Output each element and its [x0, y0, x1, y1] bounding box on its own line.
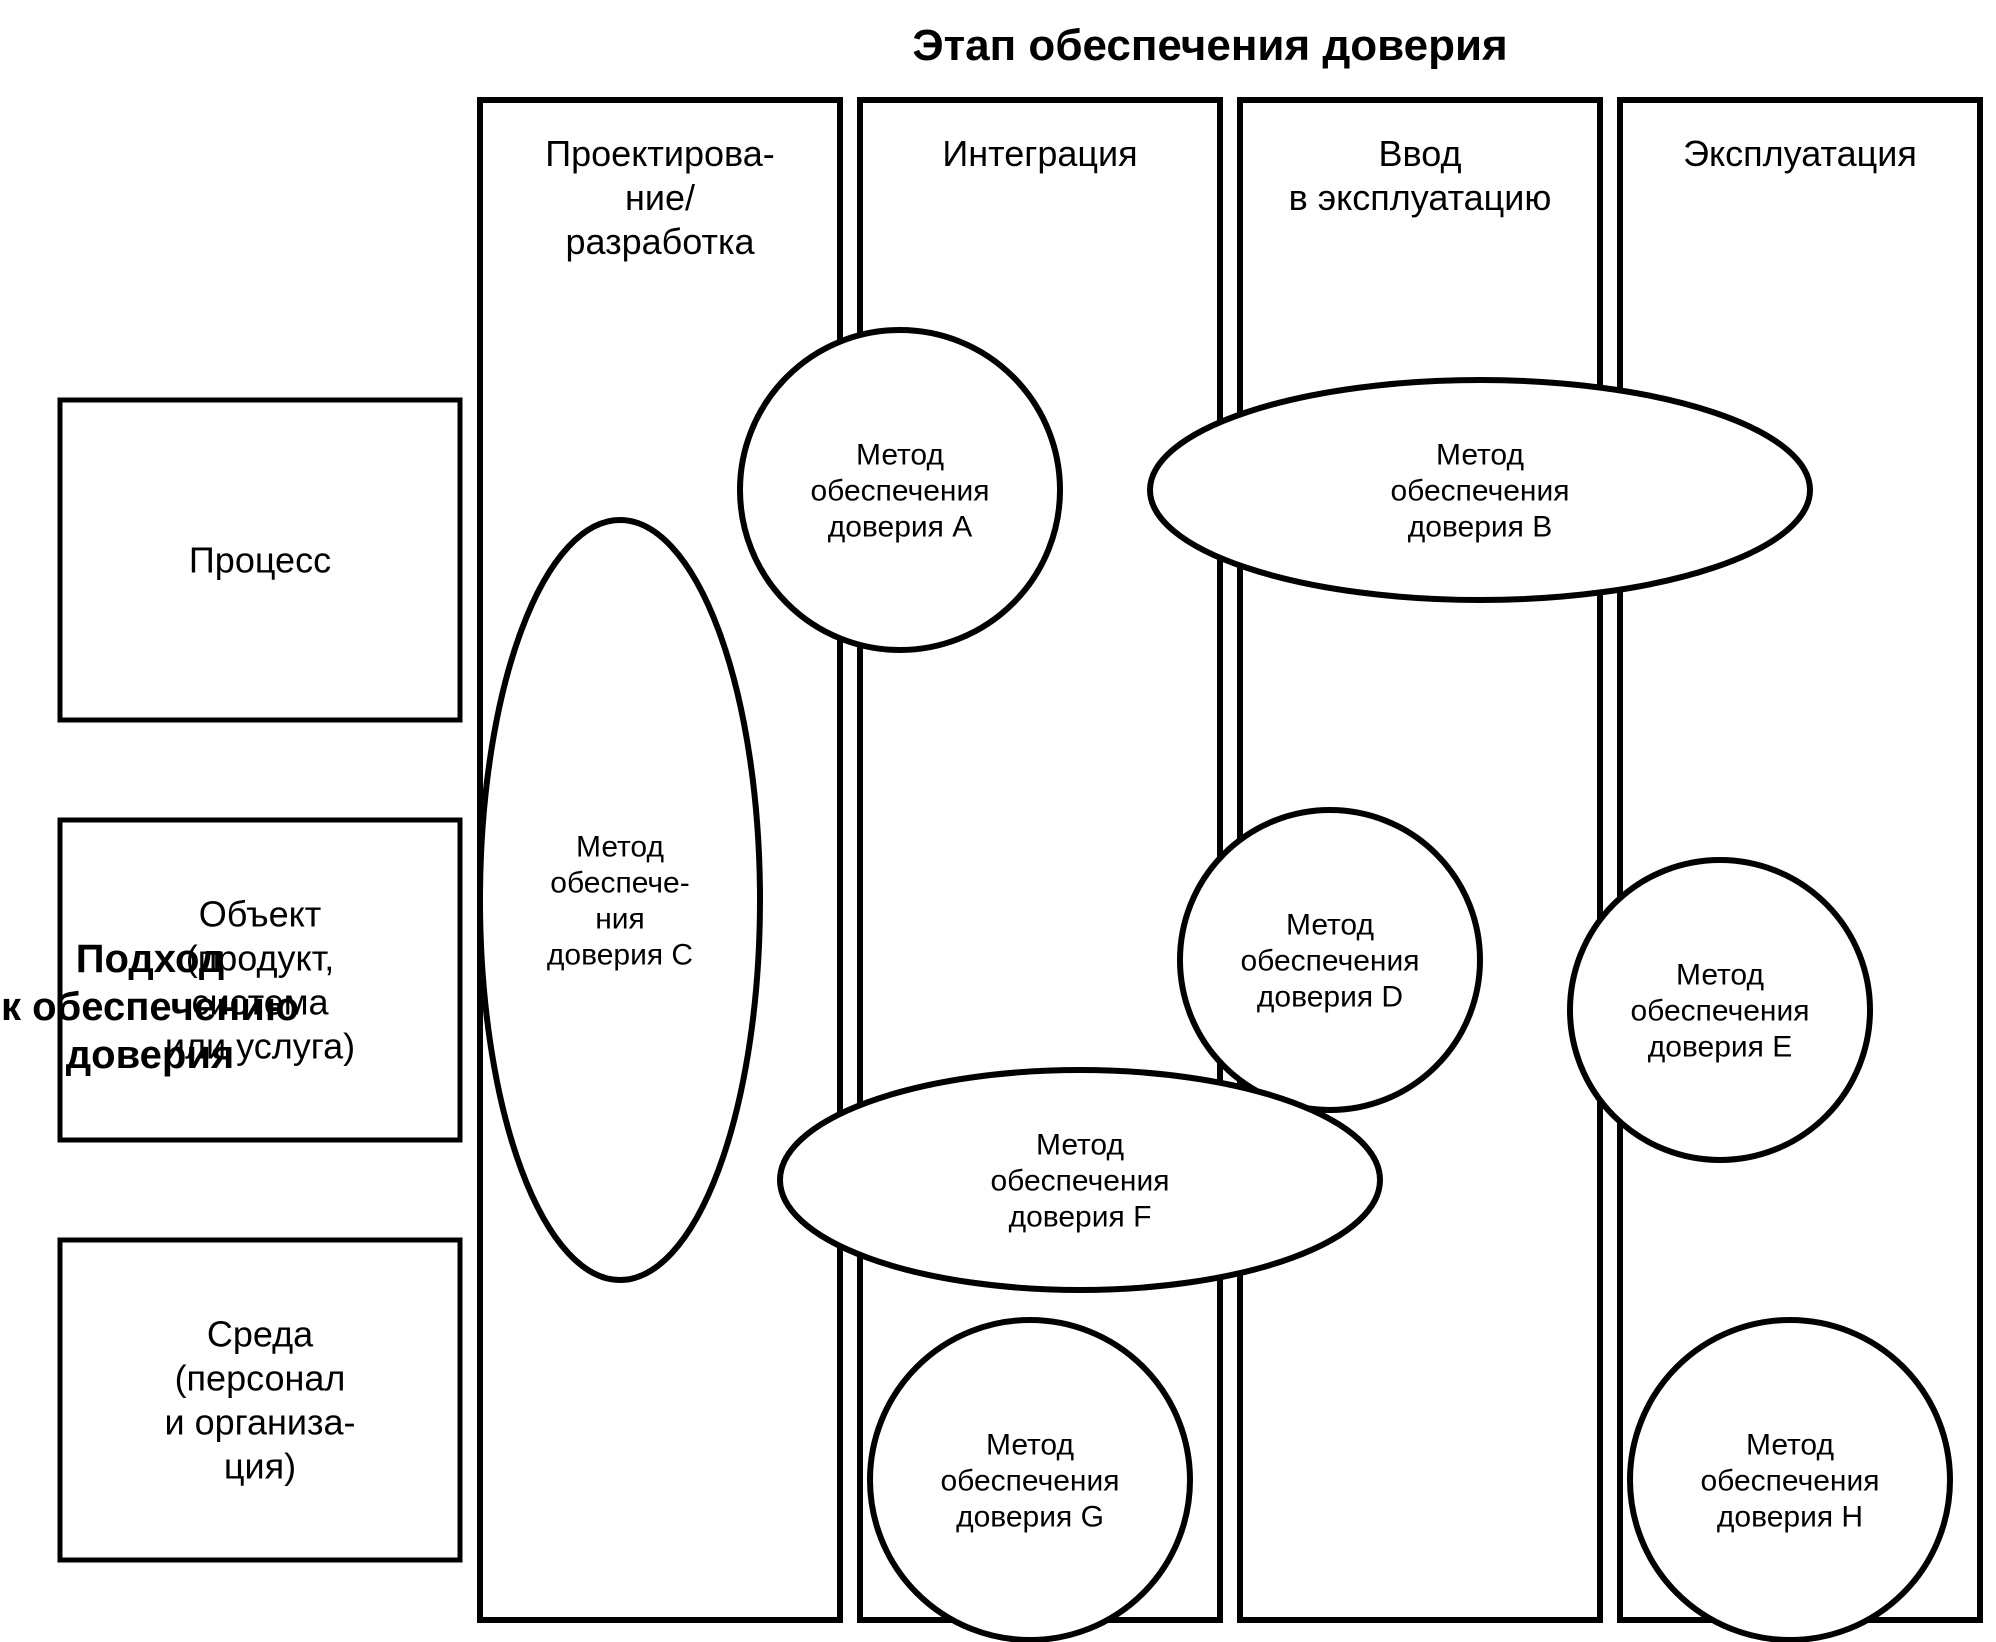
column-header-commission: Вводв эксплуатацию	[1289, 133, 1552, 218]
node-C	[480, 520, 760, 1280]
column-header-design: Проектирова-ние/разработка	[545, 133, 774, 262]
row-header-env: Среда(персонали организа-ция)	[164, 1314, 355, 1487]
row-header-process: Процесс	[189, 540, 331, 581]
column-header-integration: Интеграция	[942, 133, 1137, 174]
column-header-operation: Эксплуатация	[1683, 133, 1917, 174]
top-axis-title: Этап обеспечения доверия	[912, 21, 1507, 70]
row-env	[60, 1240, 460, 1560]
